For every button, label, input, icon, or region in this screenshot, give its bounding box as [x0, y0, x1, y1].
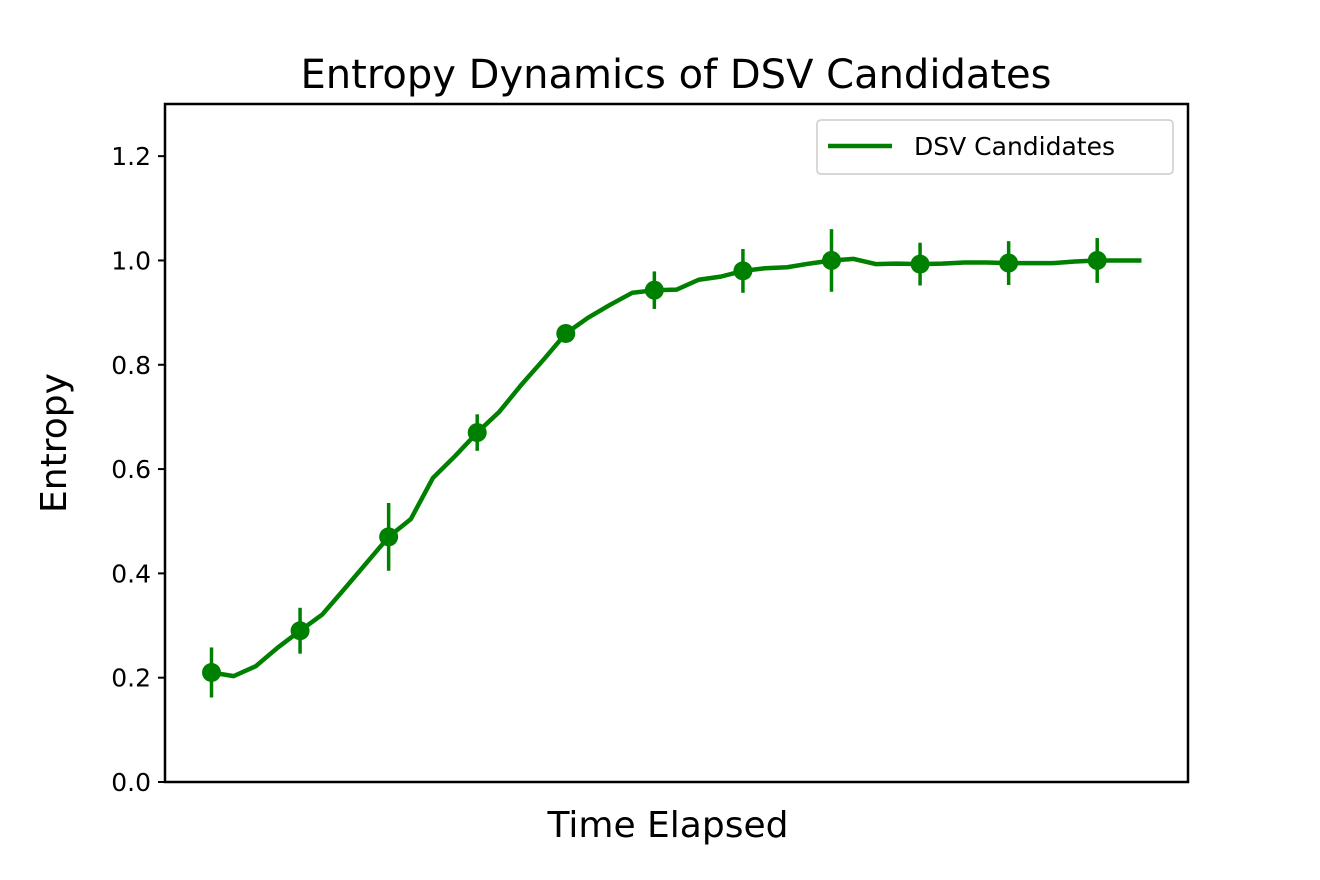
y-tick-label: 0.8 — [111, 351, 151, 380]
data-point — [999, 253, 1019, 273]
data-point — [202, 662, 221, 682]
data-point — [822, 250, 841, 270]
legend: DSV Candidates — [816, 119, 1174, 175]
y-axis-label: Entropy — [34, 373, 75, 513]
data-point — [556, 323, 576, 343]
data-point — [290, 621, 310, 641]
legend-label: DSV Candidates — [914, 132, 1115, 161]
data-point — [379, 527, 399, 547]
axes-frame — [163, 102, 1190, 784]
y-tick-label: 1.0 — [111, 246, 151, 275]
legend-box — [816, 119, 1174, 175]
chart-title: Entropy Dynamics of DSV Candidates — [301, 52, 1052, 98]
y-tick-label: 1.2 — [111, 142, 151, 171]
data-point — [733, 261, 753, 281]
data-point — [644, 280, 664, 300]
y-tick-label: 0.6 — [111, 455, 151, 484]
data-point — [910, 254, 930, 274]
data-point — [467, 423, 487, 443]
data-point — [1087, 250, 1107, 270]
series-line — [211, 256, 1142, 679]
plot-area: 0.0 0.2 0.4 0.6 0.8 1.0 1.2 — [111, 142, 1142, 797]
x-axis-label: Time Elapsed — [547, 805, 789, 846]
y-tick-label: 0.4 — [111, 559, 151, 588]
y-tick-label: 0.0 — [111, 768, 151, 797]
y-tick-label: 0.2 — [111, 664, 151, 693]
